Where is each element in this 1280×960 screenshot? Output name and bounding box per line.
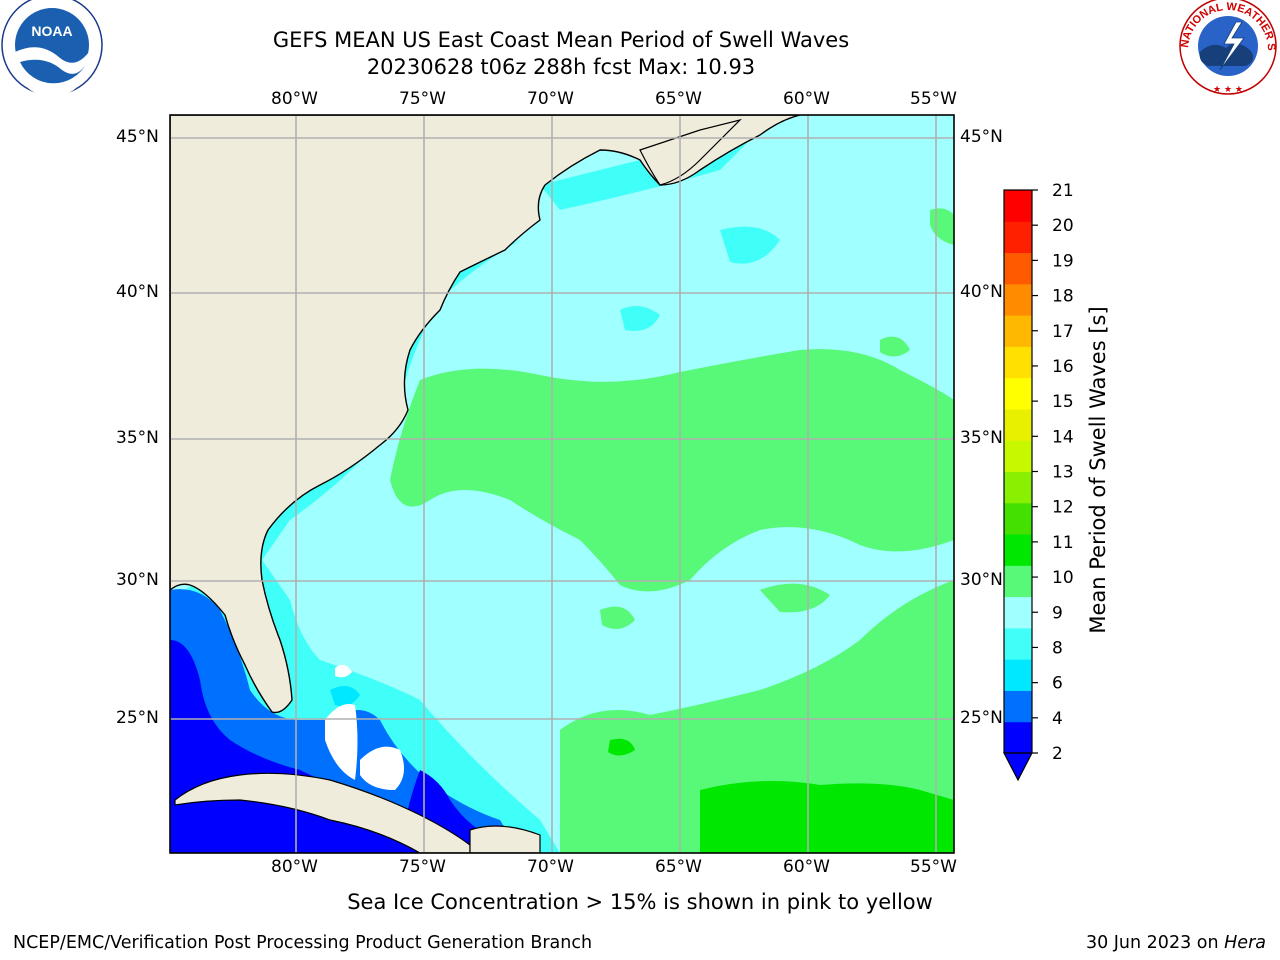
map-panel bbox=[170, 115, 954, 853]
colorbar-swatch bbox=[1004, 690, 1032, 723]
colorbar-swatch bbox=[1004, 471, 1032, 504]
colorbar-tick-label: 9 bbox=[1052, 603, 1063, 623]
noaa-logo: NOAA bbox=[1, 0, 103, 97]
lat-label-left-25n: 25°N bbox=[116, 708, 159, 728]
lat-label-right-45n: 45°N bbox=[960, 127, 1003, 147]
colorbar-tick-label: 4 bbox=[1052, 709, 1063, 729]
colorbar-tick-label: 6 bbox=[1052, 674, 1063, 694]
lon-label-bottom-70w: 70°W bbox=[527, 857, 574, 877]
graticule bbox=[170, 115, 954, 853]
colorbar-swatch bbox=[1004, 627, 1032, 660]
nws-logo: NATIONAL WEATHER SERVICE ★ ★ ★ bbox=[0, 0, 1277, 95]
colorbar-swatch bbox=[1004, 596, 1032, 629]
lat-label-right-40n: 40°N bbox=[960, 282, 1003, 302]
colorbar-extend-arrow bbox=[1003, 752, 1033, 782]
colorbar-swatch bbox=[1004, 534, 1032, 566]
footer-credit: NCEP/EMC/Verification Post Processing Pr… bbox=[13, 933, 593, 953]
colorbar-swatch bbox=[1004, 440, 1032, 472]
footer-date-text: 30 Jun 2023 on bbox=[1085, 933, 1225, 953]
colorbar-tick-label: 16 bbox=[1052, 357, 1074, 377]
colorbar-tick-label: 14 bbox=[1052, 427, 1074, 447]
lon-label-top-60w: 60°W bbox=[783, 89, 830, 109]
lon-label-bottom-55w: 55°W bbox=[910, 857, 957, 877]
colorbar-tick-label: 10 bbox=[1052, 568, 1074, 588]
colorbar-tick-label: 8 bbox=[1052, 638, 1063, 658]
colorbar-swatch bbox=[1004, 408, 1032, 441]
colorbar-tick-label: 12 bbox=[1052, 498, 1074, 518]
colorbar-swatch bbox=[1004, 346, 1032, 379]
svg-text:★ ★ ★: ★ ★ ★ bbox=[1213, 85, 1243, 95]
colorbar-swatch bbox=[1004, 502, 1032, 535]
map-frame bbox=[169, 114, 955, 854]
colorbar-swatch bbox=[1004, 565, 1032, 598]
lon-label-top-75w: 75°W bbox=[399, 89, 446, 109]
colorbar-label: Mean Period of Swell Waves [s] bbox=[1086, 306, 1110, 634]
svg-text:NATIONAL WEATHER SERVICE: NATIONAL WEATHER SERVICE bbox=[0, 0, 1277, 51]
lon-label-bottom-75w: 75°W bbox=[399, 857, 446, 877]
colorbar-swatch bbox=[1004, 190, 1032, 222]
lat-label-right-30n: 30°N bbox=[960, 570, 1003, 590]
colorbar-tick-label: 13 bbox=[1052, 463, 1074, 483]
lat-label-left-40n: 40°N bbox=[116, 282, 159, 302]
lat-label-right-25n: 25°N bbox=[960, 708, 1003, 728]
colorbar-swatch bbox=[1004, 221, 1032, 254]
colorbar-tick-label: 18 bbox=[1052, 287, 1074, 307]
lat-label-left-35n: 35°N bbox=[116, 428, 159, 448]
colorbar: 21 20 19 18 17 16 15 14 13 12 11 10 9 8 6 4 2 bbox=[1003, 181, 1074, 782]
lon-label-top-70w: 70°W bbox=[527, 89, 574, 109]
lon-label-bottom-60w: 60°W bbox=[783, 857, 830, 877]
colorbar-tick-label: 21 bbox=[1052, 181, 1074, 201]
chart-subtitle: 20230628 t06z 288h fcst Max: 10.93 bbox=[366, 55, 756, 79]
footer-date: 30 Jun 2023 on Hera bbox=[1086, 933, 1266, 953]
sea-ice-note: Sea Ice Concentration > 15% is shown in … bbox=[347, 890, 933, 914]
lat-label-left-45n: 45°N bbox=[116, 127, 159, 147]
colorbar-tick-label: 19 bbox=[1052, 251, 1074, 271]
colorbar-tick-label: 17 bbox=[1052, 322, 1074, 342]
colorbar-swatch bbox=[1004, 721, 1032, 754]
nws-logo-ring-text: NATIONAL WEATHER SERVICE bbox=[0, 0, 1277, 51]
colorbar-tick-label: 11 bbox=[1052, 533, 1074, 553]
colorbar-tick-label: 15 bbox=[1052, 392, 1074, 412]
colorbar-swatch bbox=[1004, 252, 1032, 285]
lat-label-left-30n: 30°N bbox=[116, 570, 159, 590]
chart-title: GEFS MEAN US East Coast Mean Period of S… bbox=[272, 28, 850, 52]
colorbar-swatch bbox=[1004, 283, 1032, 316]
colorbar-swatch bbox=[1004, 315, 1032, 347]
land-north-america bbox=[170, 115, 801, 714]
footer-host: Hera bbox=[1224, 933, 1266, 953]
land-cuba bbox=[174, 772, 471, 853]
lon-label-top-55w: 55°W bbox=[910, 89, 957, 109]
colorbar-tick-label: 2 bbox=[1052, 744, 1063, 764]
colorbar-swatch bbox=[1004, 659, 1032, 691]
lat-label-right-35n: 35°N bbox=[960, 428, 1003, 448]
lon-label-bottom-80w: 80°W bbox=[271, 857, 318, 877]
colorbar-swatch bbox=[1004, 377, 1032, 410]
colorbar-tick-label: 20 bbox=[1052, 216, 1074, 236]
lon-label-top-80w: 80°W bbox=[271, 89, 318, 109]
noaa-logo-text: NOAA bbox=[31, 23, 72, 39]
lon-label-bottom-65w: 65°W bbox=[655, 857, 702, 877]
lon-label-top-65w: 65°W bbox=[655, 89, 702, 109]
